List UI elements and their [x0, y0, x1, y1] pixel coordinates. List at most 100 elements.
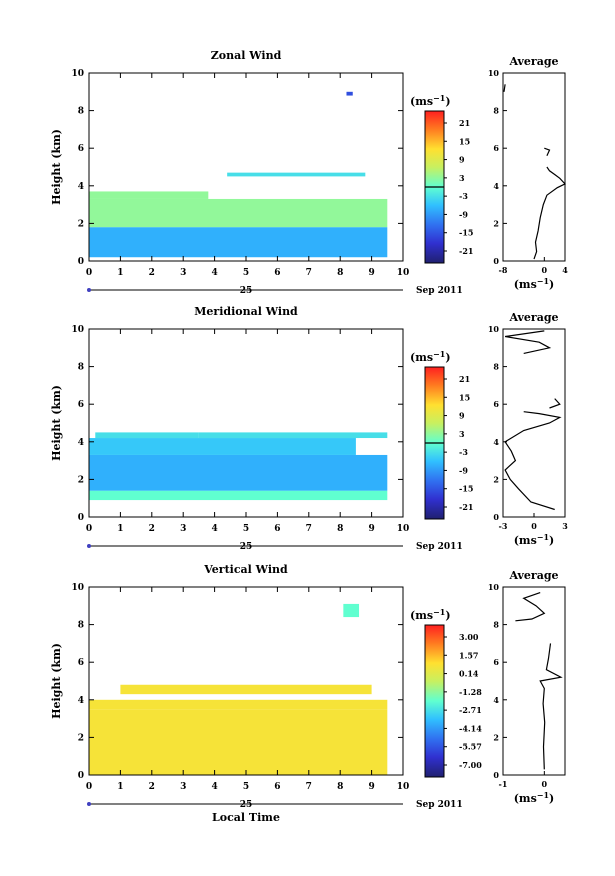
average-y-tick-label: 6	[493, 657, 499, 667]
colorbar-tick-label: -9	[459, 465, 468, 475]
heatmap-cell	[89, 438, 356, 455]
date-month-label: Sep 2011	[416, 800, 463, 810]
average-x-tick-label: 0	[531, 521, 537, 531]
average-unit-close: )	[549, 534, 554, 547]
heatmap-cell	[198, 432, 388, 439]
x-tick-label: 2	[149, 782, 155, 792]
average-unit-close: )	[549, 278, 554, 291]
average-unit-close: )	[549, 792, 554, 805]
average-x-tick-label: -8	[499, 265, 508, 275]
y-tick-label: 2	[78, 219, 84, 229]
average-profile-line	[515, 592, 546, 622]
average-frame	[502, 328, 566, 518]
heatmap-cell	[89, 709, 388, 775]
colorbar-tick-label: -5.57	[459, 742, 482, 752]
average-y-tick-label: 0	[493, 770, 499, 780]
average-y-tick-label: 2	[493, 218, 499, 228]
colorbar-unit-label: (ms−1)	[410, 93, 451, 108]
x-tick-label: 5	[243, 524, 249, 534]
colorbar-tick-label: 9	[459, 155, 465, 165]
average-y-tick-label: 8	[493, 620, 499, 630]
average-profile-line	[505, 330, 552, 354]
average-unit-exp: −1	[537, 276, 549, 286]
y-tick-label: 4	[78, 438, 84, 448]
x-tick-label: 2	[149, 268, 155, 278]
x-tick-label: 7	[306, 782, 312, 792]
average-unit-label: (ms−1)	[514, 532, 555, 547]
x-tick-label: 10	[397, 782, 410, 792]
date-axis-marker	[87, 288, 91, 292]
average-x-tick-label: -1	[499, 779, 508, 789]
average-profile-line	[544, 147, 551, 156]
y-tick-label: 0	[78, 513, 84, 523]
colorbar	[424, 624, 445, 778]
colorbar-tick-label: -3	[459, 447, 468, 457]
average-unit-exp: −1	[537, 790, 549, 800]
colorbar-tick-label: 21	[459, 118, 470, 128]
colorbar-unit-label: (ms−1)	[410, 607, 451, 622]
average-y-tick-label: 4	[493, 181, 499, 191]
x-tick-label: 0	[86, 268, 92, 278]
average-y-tick-label: 2	[493, 474, 499, 484]
date-axis-marker	[87, 544, 91, 548]
heatmap-title: Zonal Wind	[211, 49, 282, 62]
heatmap-cell	[95, 432, 199, 439]
average-frame	[502, 72, 566, 262]
date-axis-marker	[87, 802, 91, 806]
colorbar-unit-exp: −1	[433, 93, 445, 103]
y-tick-label: 8	[78, 621, 84, 631]
x-tick-label: 9	[368, 268, 374, 278]
y-tick-label: 10	[71, 325, 84, 335]
average-profile-line	[503, 84, 506, 92]
colorbar-tick-label: 1.57	[459, 650, 478, 660]
x-tick-label: 6	[274, 268, 280, 278]
colorbar-tick-label: 9	[459, 411, 465, 421]
colorbar-tick-label: 15	[459, 392, 470, 402]
panel-row: Meridional Wind 0 1 2 3 4 5 6 7 8 9 10 0 2 4 6 8 10 Height…	[50, 305, 568, 552]
colorbar-tick-label: 3	[459, 429, 465, 439]
x-tick-label: 3	[180, 782, 186, 792]
y-axis-label: Height (km)	[50, 385, 63, 461]
average-profile-line	[504, 411, 562, 511]
y-tick-label: 8	[78, 363, 84, 373]
average-x-tick-label: 4	[562, 265, 568, 275]
average-profile-line	[539, 643, 563, 770]
colorbar-tick-label: -15	[459, 228, 473, 238]
average-x-tick-label: 0	[542, 265, 548, 275]
x-tick-label: 8	[337, 268, 343, 278]
date-day-label: 25	[240, 286, 253, 296]
y-tick-label: 10	[71, 583, 84, 593]
heatmap-cell	[89, 699, 388, 710]
colorbar-tick-label: -4.14	[459, 723, 482, 733]
x-tick-label: 4	[211, 782, 217, 792]
average-y-tick-label: 6	[493, 143, 499, 153]
average-y-tick-label: 0	[493, 512, 499, 522]
heatmap-title: Meridional Wind	[194, 305, 298, 318]
x-tick-label: 1	[117, 268, 123, 278]
y-tick-label: 6	[78, 400, 84, 410]
colorbar-tick-label: 21	[459, 374, 470, 384]
average-title: Average	[508, 311, 558, 324]
x-tick-label: 0	[86, 524, 92, 534]
x-tick-label: 9	[368, 782, 374, 792]
x-tick-label: 4	[211, 268, 217, 278]
date-month-label: Sep 2011	[416, 286, 463, 296]
average-unit-exp: −1	[537, 532, 549, 542]
average-y-tick-label: 10	[488, 68, 500, 78]
y-axis-label: Height (km)	[50, 643, 63, 719]
x-tick-label: 10	[397, 524, 410, 534]
x-tick-label: 7	[306, 524, 312, 534]
heatmap-cell	[89, 490, 388, 501]
y-tick-label: 2	[78, 475, 84, 485]
y-tick-label: 0	[78, 257, 84, 267]
x-axis-label: Local Time	[212, 811, 280, 824]
average-profile-line	[549, 398, 561, 409]
average-y-tick-label: 8	[493, 106, 499, 116]
average-y-tick-label: 0	[493, 256, 499, 266]
heatmap-cell	[89, 198, 388, 228]
x-tick-label: 0	[86, 782, 92, 792]
colorbar-unit-close: )	[445, 351, 450, 364]
y-axis-label: Height (km)	[50, 129, 63, 205]
y-tick-label: 4	[78, 696, 84, 706]
